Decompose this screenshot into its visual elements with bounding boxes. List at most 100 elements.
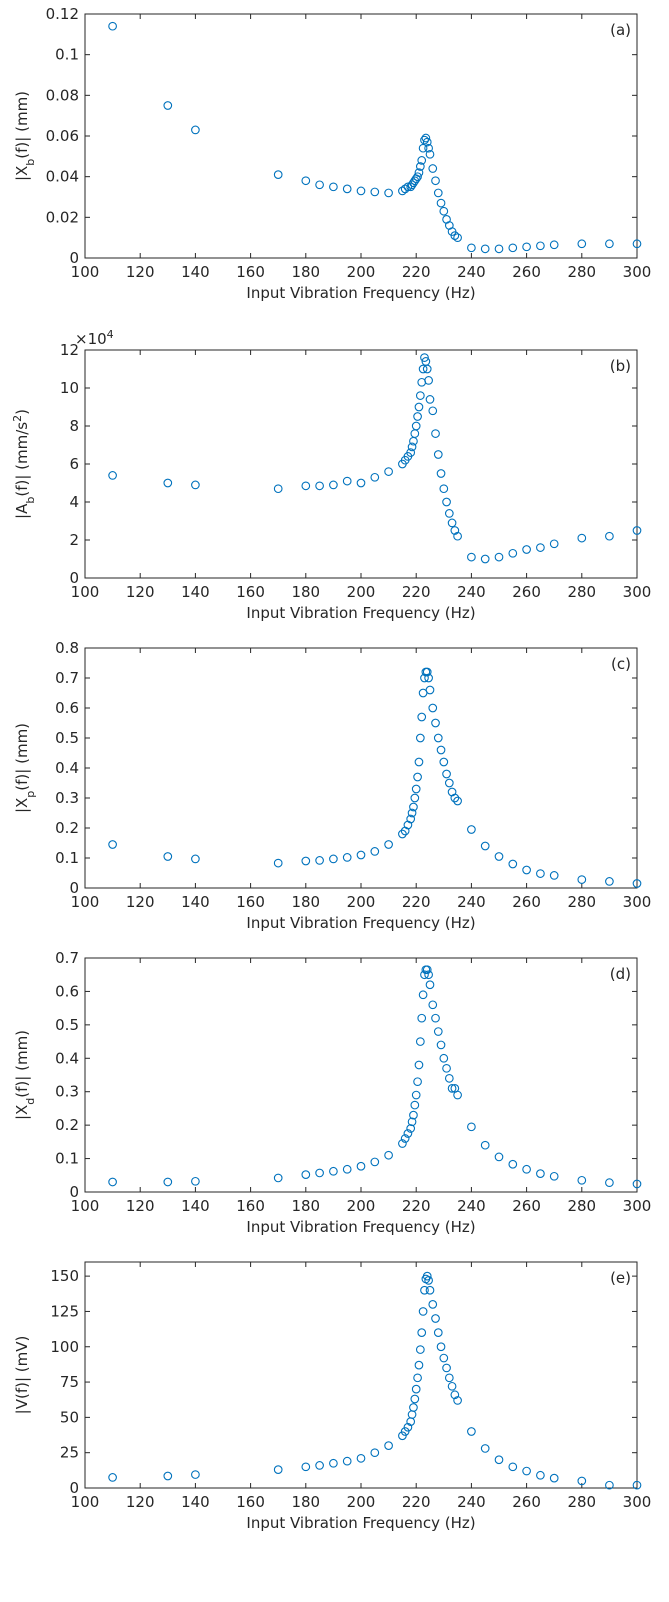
y-tick-label: 0.2: [55, 819, 79, 837]
y-tick-label: 2: [69, 531, 79, 549]
data-point: [442, 1363, 451, 1373]
data-point: [577, 875, 587, 884]
data-point: [536, 869, 545, 878]
data-point: [370, 847, 380, 856]
data-point: [508, 1462, 518, 1472]
data-point: [428, 1300, 438, 1309]
y-tick-label: 6: [69, 455, 79, 473]
data-point: [424, 673, 433, 683]
y-multiplier: ×104: [75, 328, 114, 349]
data-point: [436, 198, 446, 208]
data-point: [342, 184, 352, 194]
data-point: [108, 21, 117, 31]
data-point: [549, 871, 559, 880]
axes-frame: [84, 957, 638, 1193]
data-point: [444, 509, 454, 518]
x-tick-label: 260: [512, 893, 541, 911]
data-point: [418, 990, 428, 1000]
data-point: [424, 1276, 433, 1285]
x-tick-label: 260: [512, 263, 541, 281]
data-point: [329, 1166, 338, 1176]
y-axis-label: |V(f)| (mV): [13, 1336, 31, 1415]
data-point: [163, 1471, 173, 1481]
data-point: [414, 168, 424, 177]
x-tick-label: 140: [181, 893, 210, 911]
data-point: [301, 1170, 311, 1179]
axes-frame: [84, 349, 638, 579]
data-point: [415, 162, 425, 171]
x-tick-label: 300: [623, 1197, 652, 1215]
data-point: [301, 1462, 311, 1472]
x-axis-label: Input Vibration Frequency (Hz): [246, 1218, 475, 1236]
label-part: |X: [13, 798, 31, 813]
data-point: [450, 1390, 460, 1400]
y-tick-label: 0.12: [46, 5, 79, 23]
axes-frame: [84, 647, 638, 889]
data-point: [400, 184, 410, 194]
label-part: ×10: [75, 330, 107, 348]
data-point: [315, 481, 324, 491]
x-tick-label: 140: [181, 1197, 210, 1215]
label-part: p: [24, 791, 37, 798]
y-tick-label: 0: [69, 1183, 79, 1201]
data-point: [273, 1465, 283, 1474]
data-point: [420, 353, 429, 362]
data-point: [431, 718, 440, 728]
y-tick-label: 0: [69, 879, 79, 897]
data-point: [428, 406, 438, 416]
y-axis-label: |Xb(f)| (mm): [13, 91, 37, 181]
data-point: [356, 186, 366, 196]
data-point: [632, 526, 642, 535]
data-point: [422, 667, 432, 677]
x-tick-label: 220: [402, 1493, 431, 1511]
data-point: [422, 364, 432, 374]
data-point: [439, 206, 449, 216]
label-part: b: [24, 159, 37, 166]
label-part: ): [13, 409, 31, 415]
x-tick-label: 160: [236, 893, 265, 911]
data-point: [407, 1410, 417, 1419]
x-tick-label: 280: [567, 893, 596, 911]
x-tick-label: 220: [402, 263, 431, 281]
data-point: [431, 1314, 440, 1323]
data-point: [428, 703, 438, 713]
data-point: [191, 1470, 200, 1479]
y-tick-label: 0: [69, 249, 79, 267]
data-point: [450, 793, 460, 803]
data-point: [494, 852, 504, 861]
data-point: [428, 164, 438, 173]
data-point: [450, 526, 460, 535]
data-point: [428, 1000, 438, 1010]
data-point: [329, 1458, 338, 1468]
data-point: [577, 1175, 587, 1185]
data-point: [467, 1427, 476, 1436]
data-point: [436, 469, 446, 478]
data-point: [410, 1394, 420, 1404]
data-point: [632, 1179, 642, 1189]
y-tick-label: 0.6: [55, 982, 79, 1000]
x-tick-label: 300: [623, 1493, 652, 1511]
data-point: [444, 1073, 454, 1083]
data-point: [425, 395, 435, 404]
data-point: [191, 125, 200, 135]
data-point: [494, 244, 504, 254]
data-point: [522, 1466, 531, 1476]
data-point: [273, 1173, 283, 1183]
data-point: [410, 429, 420, 438]
data-point: [447, 518, 457, 528]
x-tick-label: 180: [291, 263, 320, 281]
data-point: [418, 143, 428, 153]
x-tick-label: 120: [126, 263, 155, 281]
data-point: [315, 856, 324, 865]
y-axis-label: |Xd(f)| (mm): [13, 1030, 37, 1120]
data-point: [191, 480, 200, 490]
x-tick-label: 240: [457, 1197, 486, 1215]
data-point: [370, 472, 380, 482]
x-tick-label: 100: [71, 263, 100, 281]
data-point: [329, 480, 338, 490]
data-point: [442, 1063, 451, 1073]
y-tick-label: 0.04: [46, 168, 79, 186]
label-part: (f)| (mm/s: [13, 422, 31, 497]
y-axis-label: |Ab(f)| (mm/s2): [11, 409, 37, 519]
y-tick-label: 0.3: [55, 789, 79, 807]
